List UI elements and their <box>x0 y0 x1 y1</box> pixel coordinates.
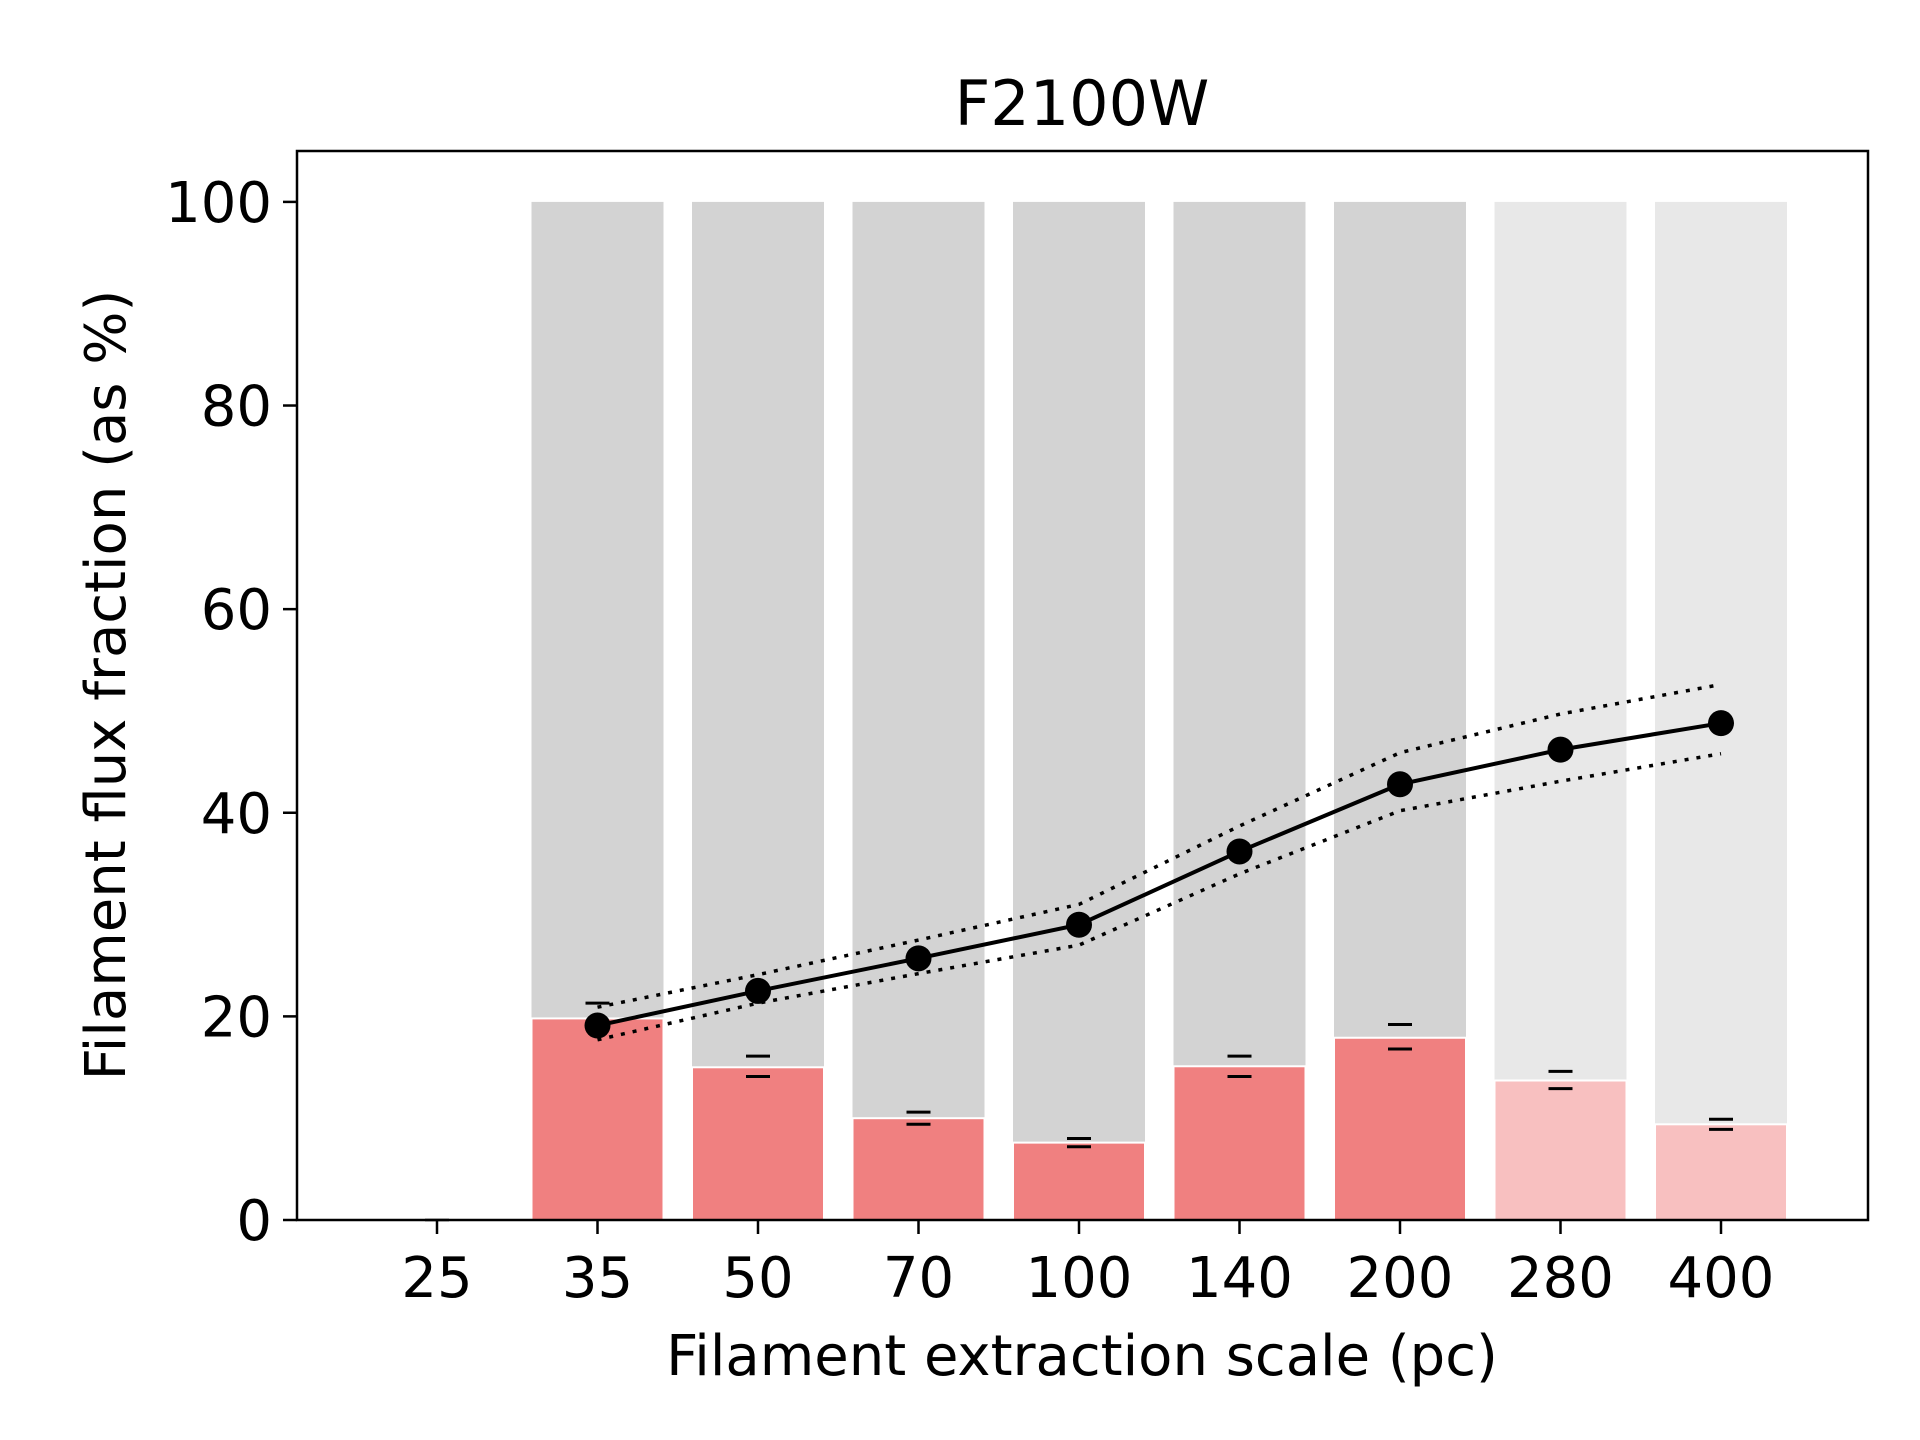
lower-bound-line <box>597 751 1722 1042</box>
filament-bar-140 <box>1172 1065 1307 1221</box>
filament-bar-280 <box>1493 1079 1628 1222</box>
x-tick-label-400: 400 <box>1668 1246 1775 1311</box>
y-axis-label: Filament flux fraction (as %) <box>74 290 139 1081</box>
x-tick-label-70: 70 <box>883 1246 954 1311</box>
line-point-400 <box>1708 710 1734 737</box>
plot-frame <box>295 149 1870 1222</box>
x-tick-label-200: 200 <box>1347 1246 1454 1311</box>
mean-line <box>597 721 1722 1028</box>
x-tick-label-140: 140 <box>1186 1246 1293 1311</box>
line-point-50 <box>745 977 771 1004</box>
x-axis: 25 35 50 70 100 140 200 280 400 <box>401 1220 1774 1311</box>
total-bar-140 <box>1173 201 1306 1220</box>
y-tick-label-0: 0 <box>236 1189 272 1254</box>
line-point-100 <box>1066 911 1092 938</box>
line-layer <box>584 682 1734 1042</box>
x-tick-label-50: 50 <box>722 1246 793 1311</box>
filament-bar-70 <box>851 1117 986 1221</box>
y-tick-label-20: 20 <box>201 985 272 1050</box>
y-tick-label-100: 100 <box>165 171 272 236</box>
total-bar-50 <box>692 201 824 1220</box>
total-bar-70 <box>852 201 985 1220</box>
filament-bar-200 <box>1333 1036 1467 1222</box>
x-tick-label-100: 100 <box>1026 1246 1133 1311</box>
x-tick-label-280: 280 <box>1507 1246 1614 1311</box>
filament-bar-50 <box>691 1066 825 1222</box>
chart-title: F2100W <box>955 67 1210 140</box>
line-point-70 <box>905 945 932 972</box>
total-bar-100 <box>1013 201 1145 1220</box>
filament-bar-35 <box>530 1017 665 1221</box>
line-point-35 <box>584 1012 611 1039</box>
filament-bar-400 <box>1654 1123 1788 1222</box>
y-tick-label-60: 60 <box>201 578 272 643</box>
x-tick-label-25: 25 <box>401 1246 472 1311</box>
bars-layer <box>530 201 1788 1222</box>
x-tick-label-35: 35 <box>562 1246 633 1311</box>
y-tick-label-80: 80 <box>201 375 272 440</box>
upper-bound-line <box>597 682 1722 1009</box>
x-axis-label: Filament extraction scale (pc) <box>666 1324 1498 1389</box>
total-bar-280 <box>1494 201 1627 1220</box>
filament-bar-100 <box>1012 1141 1146 1221</box>
line-point-200 <box>1387 771 1413 798</box>
line-point-280 <box>1547 736 1574 763</box>
y-axis: 0 20 40 60 80 100 <box>165 171 297 1254</box>
line-point-140 <box>1226 838 1253 865</box>
y-tick-label-40: 40 <box>201 782 272 847</box>
